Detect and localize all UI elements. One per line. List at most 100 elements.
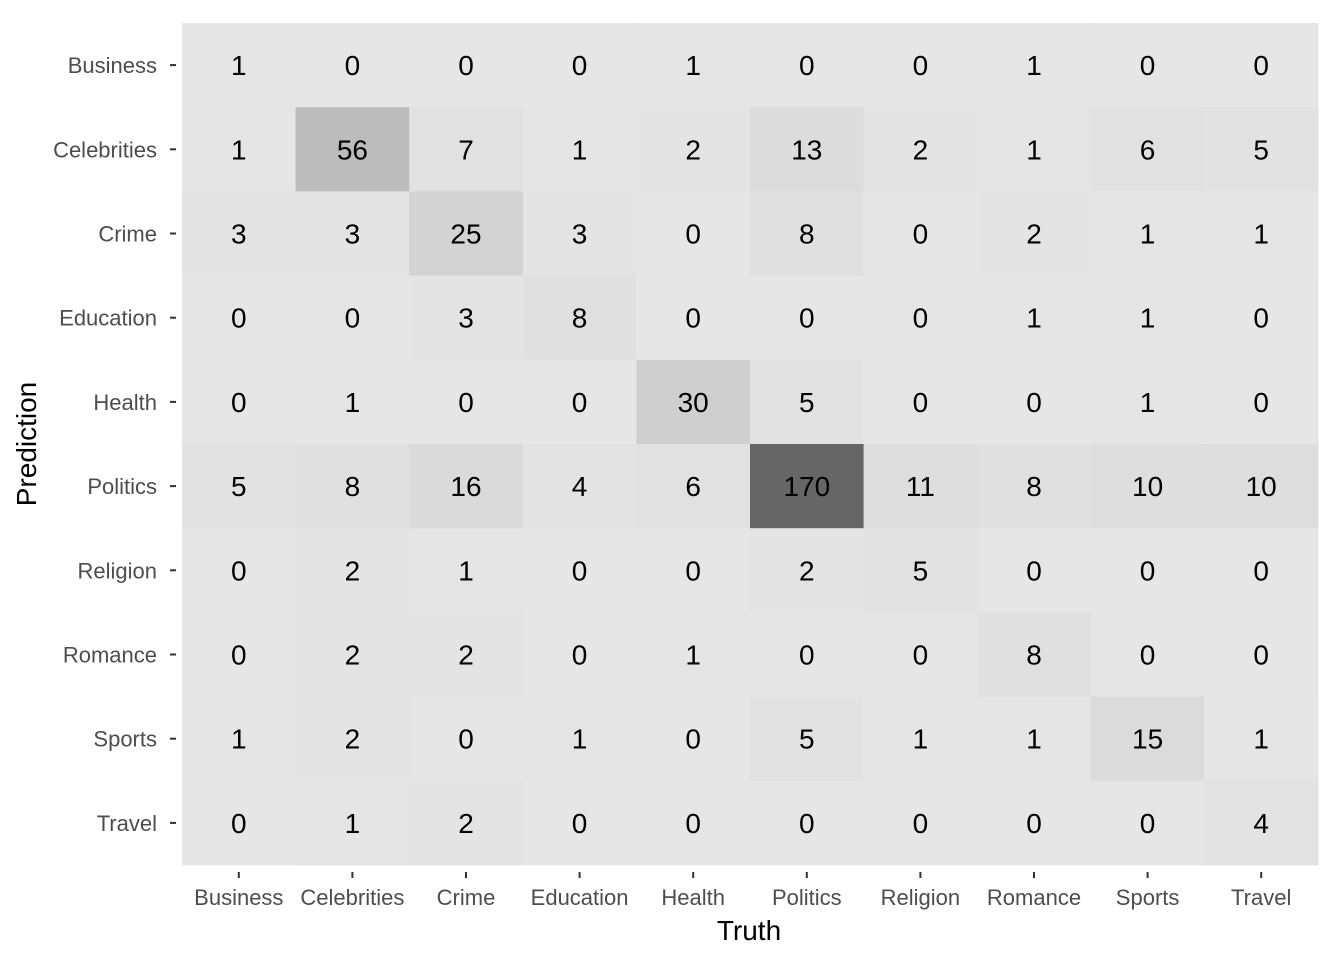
cell-value-label: 0 (1253, 640, 1269, 671)
cell-travel-travel (1204, 780, 1319, 866)
x-tick-label: Celebrities (300, 885, 404, 910)
cell-crime-celebrities (295, 191, 410, 277)
cell-religion-business (182, 528, 297, 613)
cell-romance-travel (1204, 612, 1319, 698)
cell-crime-politics (750, 191, 865, 277)
x-tick-label: Sports (1116, 885, 1180, 910)
cell-celebrities-business (182, 107, 297, 192)
cell-value-label: 0 (1253, 50, 1269, 81)
cell-value-label: 10 (1132, 471, 1163, 502)
x-tick-label: Health (661, 885, 725, 910)
cell-value-label: 1 (1026, 50, 1042, 81)
cell-religion-health (636, 528, 751, 613)
y-tick-label: Celebrities (53, 137, 157, 162)
cell-celebrities-sports (1090, 107, 1205, 192)
cell-value-labels: 1 0 0 0 1 0 0 1 0 01 56 7 1 2 13 2 1 6 53 3 25 3 0 8 0 2 1 10 0 3 8 0 0 0… (231, 50, 1277, 839)
cell-religion-sports (1090, 528, 1205, 613)
cell-value-label: 0 (572, 50, 588, 81)
cell-sports-health (636, 696, 751, 782)
cell-politics-education (522, 444, 637, 529)
cell-value-label: 2 (458, 808, 474, 839)
cell-business-religion (863, 23, 978, 108)
cell-education-crime (409, 275, 524, 361)
cell-value-label: 1 (345, 387, 361, 418)
cell-value-label: 0 (1140, 640, 1156, 671)
x-tick-label: Business (194, 885, 283, 910)
cell-health-romance (977, 359, 1092, 445)
cell-education-health (636, 275, 751, 361)
cell-celebrities-celebrities (295, 107, 410, 192)
cell-sports-religion (863, 696, 978, 782)
cell-value-label: 1 (685, 50, 701, 81)
cell-value-label: 2 (913, 134, 929, 165)
y-tick-label: Crime (98, 222, 157, 247)
cell-romance-crime (409, 612, 524, 698)
y-tick-label: Romance (63, 643, 157, 668)
cell-celebrities-religion (863, 107, 978, 192)
cell-value-label: 5 (231, 471, 247, 502)
cell-business-romance (977, 23, 1092, 108)
cell-value-label: 0 (1253, 387, 1269, 418)
cell-value-label: 0 (231, 640, 247, 671)
cell-value-label: 0 (231, 808, 247, 839)
cell-sports-sports (1090, 696, 1205, 782)
cell-value-label: 0 (685, 724, 701, 755)
cell-education-religion (863, 275, 978, 361)
cell-education-education (522, 275, 637, 361)
cell-value-label: 0 (231, 555, 247, 586)
x-axis: Business Celebrities Crime Education Health P… (194, 872, 1291, 910)
cell-value-label: 6 (685, 471, 701, 502)
cell-value-label: 0 (572, 808, 588, 839)
cell-value-label: 1 (231, 724, 247, 755)
x-tick-label: Travel (1231, 885, 1291, 910)
x-tick-label: Religion (881, 885, 961, 910)
cell-religion-celebrities (295, 528, 410, 613)
cell-value-label: 16 (450, 471, 481, 502)
cell-value-label: 0 (913, 387, 929, 418)
cell-value-label: 1 (1026, 134, 1042, 165)
cell-education-celebrities (295, 275, 410, 361)
cell-travel-sports (1090, 780, 1205, 866)
cell-value-label: 2 (345, 724, 361, 755)
y-tick-label: Politics (87, 474, 157, 499)
cell-romance-celebrities (295, 612, 410, 698)
cell-value-label: 1 (572, 724, 588, 755)
cell-celebrities-romance (977, 107, 1092, 192)
y-tick-label: Health (93, 390, 157, 415)
cell-value-label: 30 (678, 387, 709, 418)
cell-politics-sports (1090, 444, 1205, 529)
cell-crime-religion (863, 191, 978, 277)
cell-value-label: 0 (1253, 303, 1269, 334)
cell-value-label: 0 (1140, 555, 1156, 586)
x-tick-label: Education (531, 885, 629, 910)
cell-value-label: 3 (572, 219, 588, 250)
cell-travel-business (182, 780, 297, 866)
cell-value-label: 0 (685, 808, 701, 839)
cell-value-label: 1 (913, 724, 929, 755)
cell-business-sports (1090, 23, 1205, 108)
cell-crime-crime (409, 191, 524, 277)
cell-crime-business (182, 191, 297, 277)
cell-sports-education (522, 696, 637, 782)
cell-value-label: 1 (1140, 219, 1156, 250)
cell-value-label: 5 (799, 387, 815, 418)
cell-sports-romance (977, 696, 1092, 782)
cell-value-label: 1 (1253, 219, 1269, 250)
cell-value-label: 0 (458, 724, 474, 755)
cell-travel-religion (863, 780, 978, 866)
cell-value-label: 0 (685, 303, 701, 334)
cell-value-label: 0 (913, 50, 929, 81)
x-tick-label: Crime (437, 885, 496, 910)
y-axis-title: Prediction (11, 382, 42, 507)
cell-health-crime (409, 359, 524, 445)
cell-health-politics (750, 359, 865, 445)
cell-romance-education (522, 612, 637, 698)
cell-value-label: 15 (1132, 724, 1163, 755)
cell-education-business (182, 275, 297, 361)
cell-value-label: 8 (799, 219, 815, 250)
cell-value-label: 0 (572, 640, 588, 671)
cell-value-label: 0 (345, 50, 361, 81)
cell-sports-celebrities (295, 696, 410, 782)
cell-crime-travel (1204, 191, 1319, 277)
